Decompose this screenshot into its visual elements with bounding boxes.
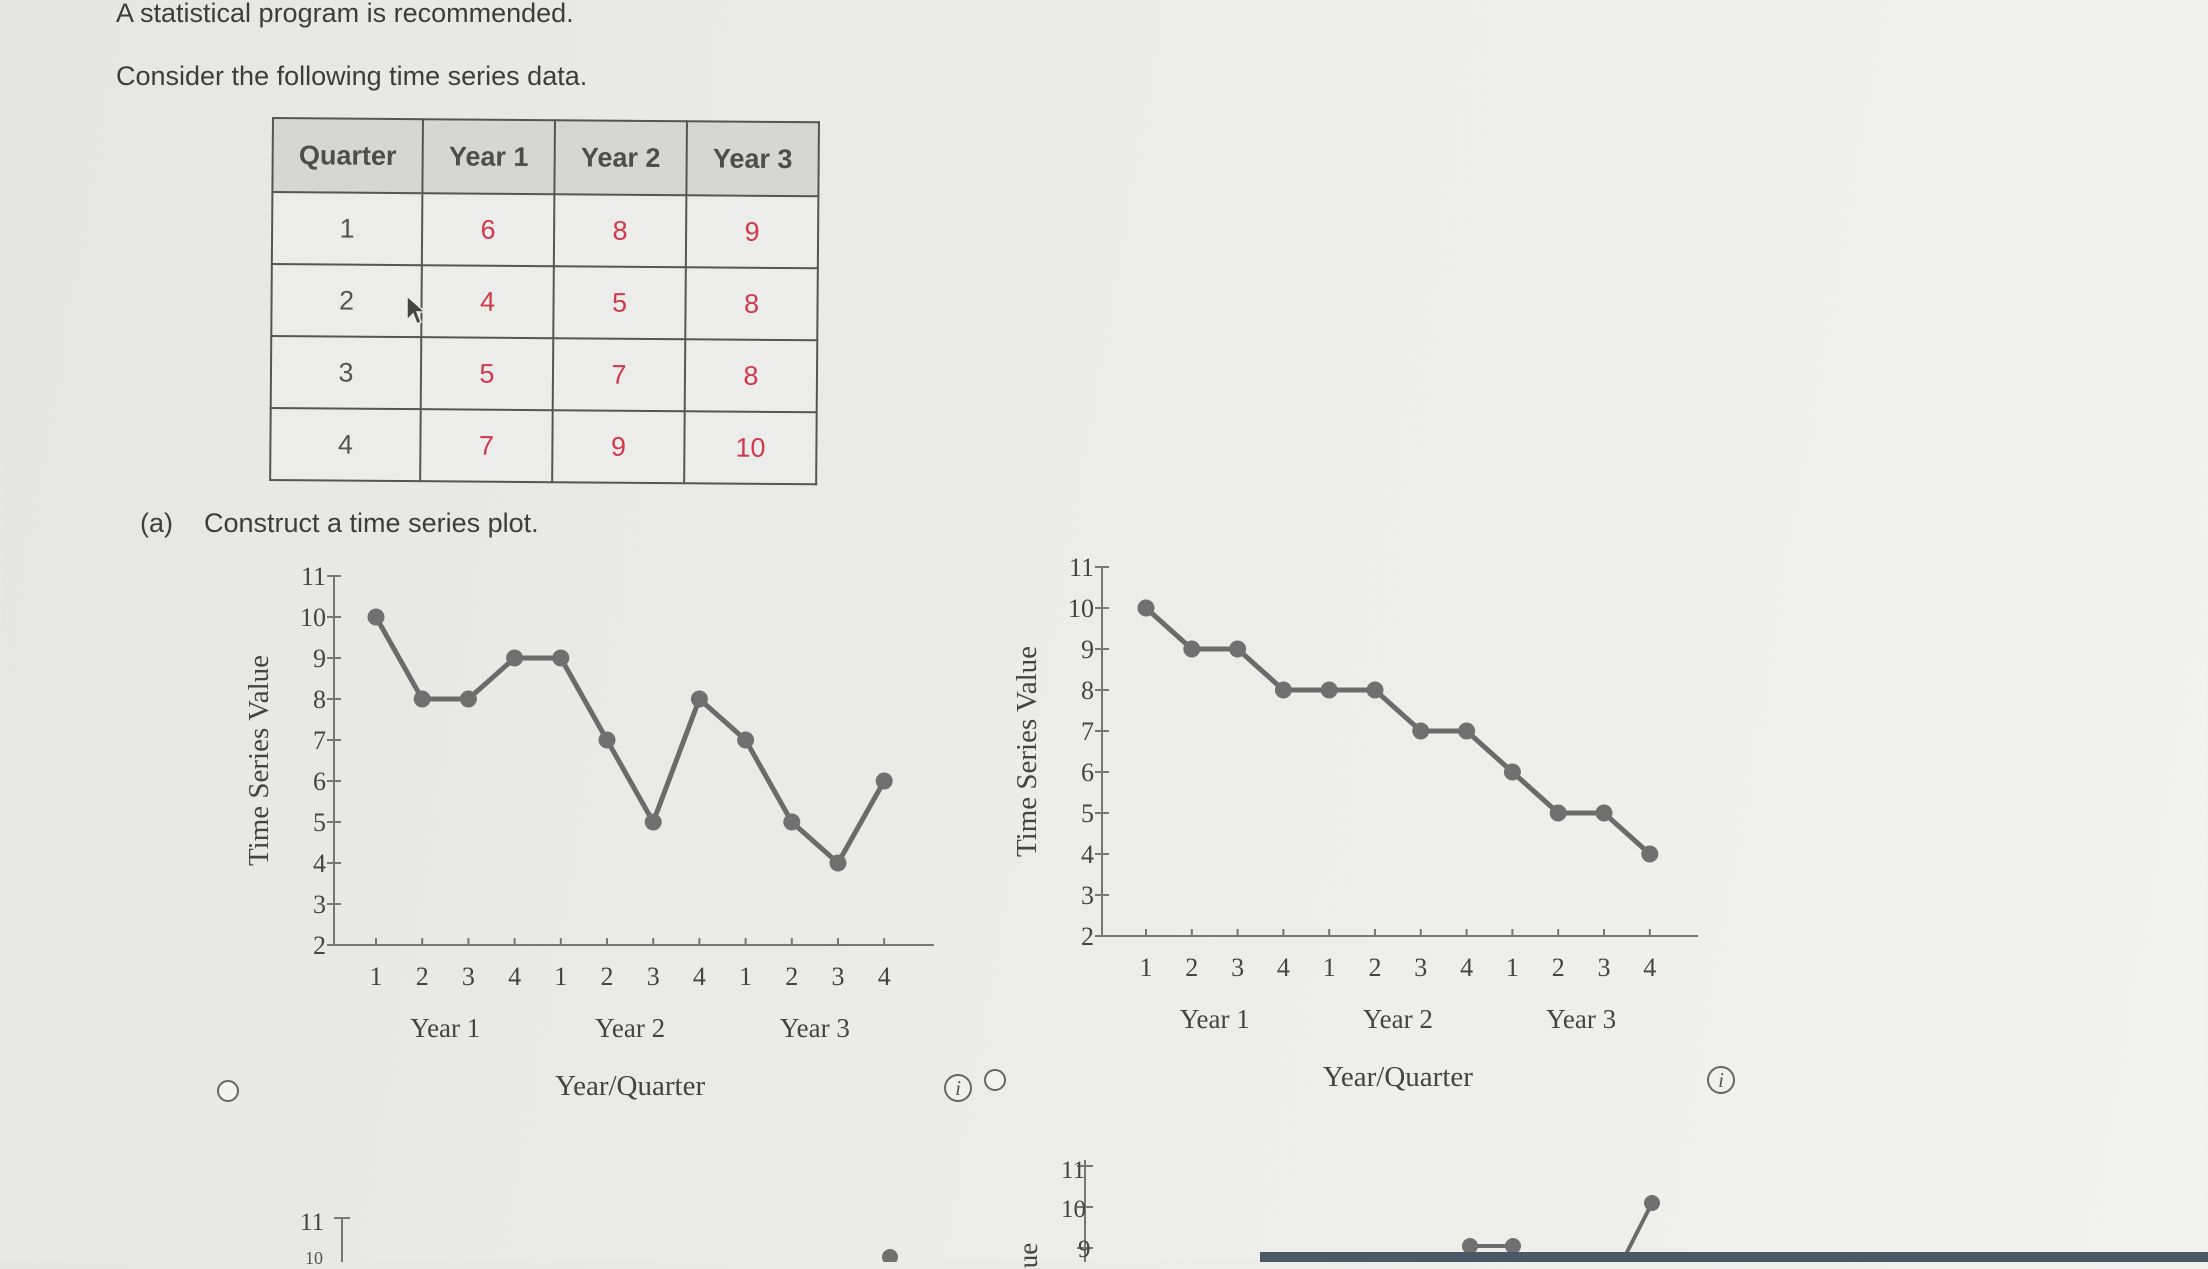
info-icon[interactable]: i [944, 1074, 972, 1102]
info-icon[interactable]: i [1707, 1066, 1735, 1094]
partial-y-tick: 11 [1061, 1157, 1086, 1184]
partial-y-tick: 11 [300, 1209, 325, 1236]
partial-axis-label: ue [1013, 1242, 1044, 1269]
partial-y-tick: 10 [1061, 1196, 1086, 1223]
option-1-radio[interactable] [217, 1080, 239, 1102]
option-2-radio[interactable] [984, 1069, 1006, 1091]
arrow-cursor-icon [406, 294, 427, 326]
part-a-instruction: Construct a time series plot. [204, 508, 539, 538]
bottom-bar [1260, 1252, 2208, 1262]
recommendation-note: A statistical program is recommended. [116, 0, 574, 28]
part-a-label: (a) [140, 508, 173, 538]
intro-text: Consider the following time series data. [116, 61, 588, 91]
partial-y-tick: 9 [1078, 1236, 1091, 1263]
